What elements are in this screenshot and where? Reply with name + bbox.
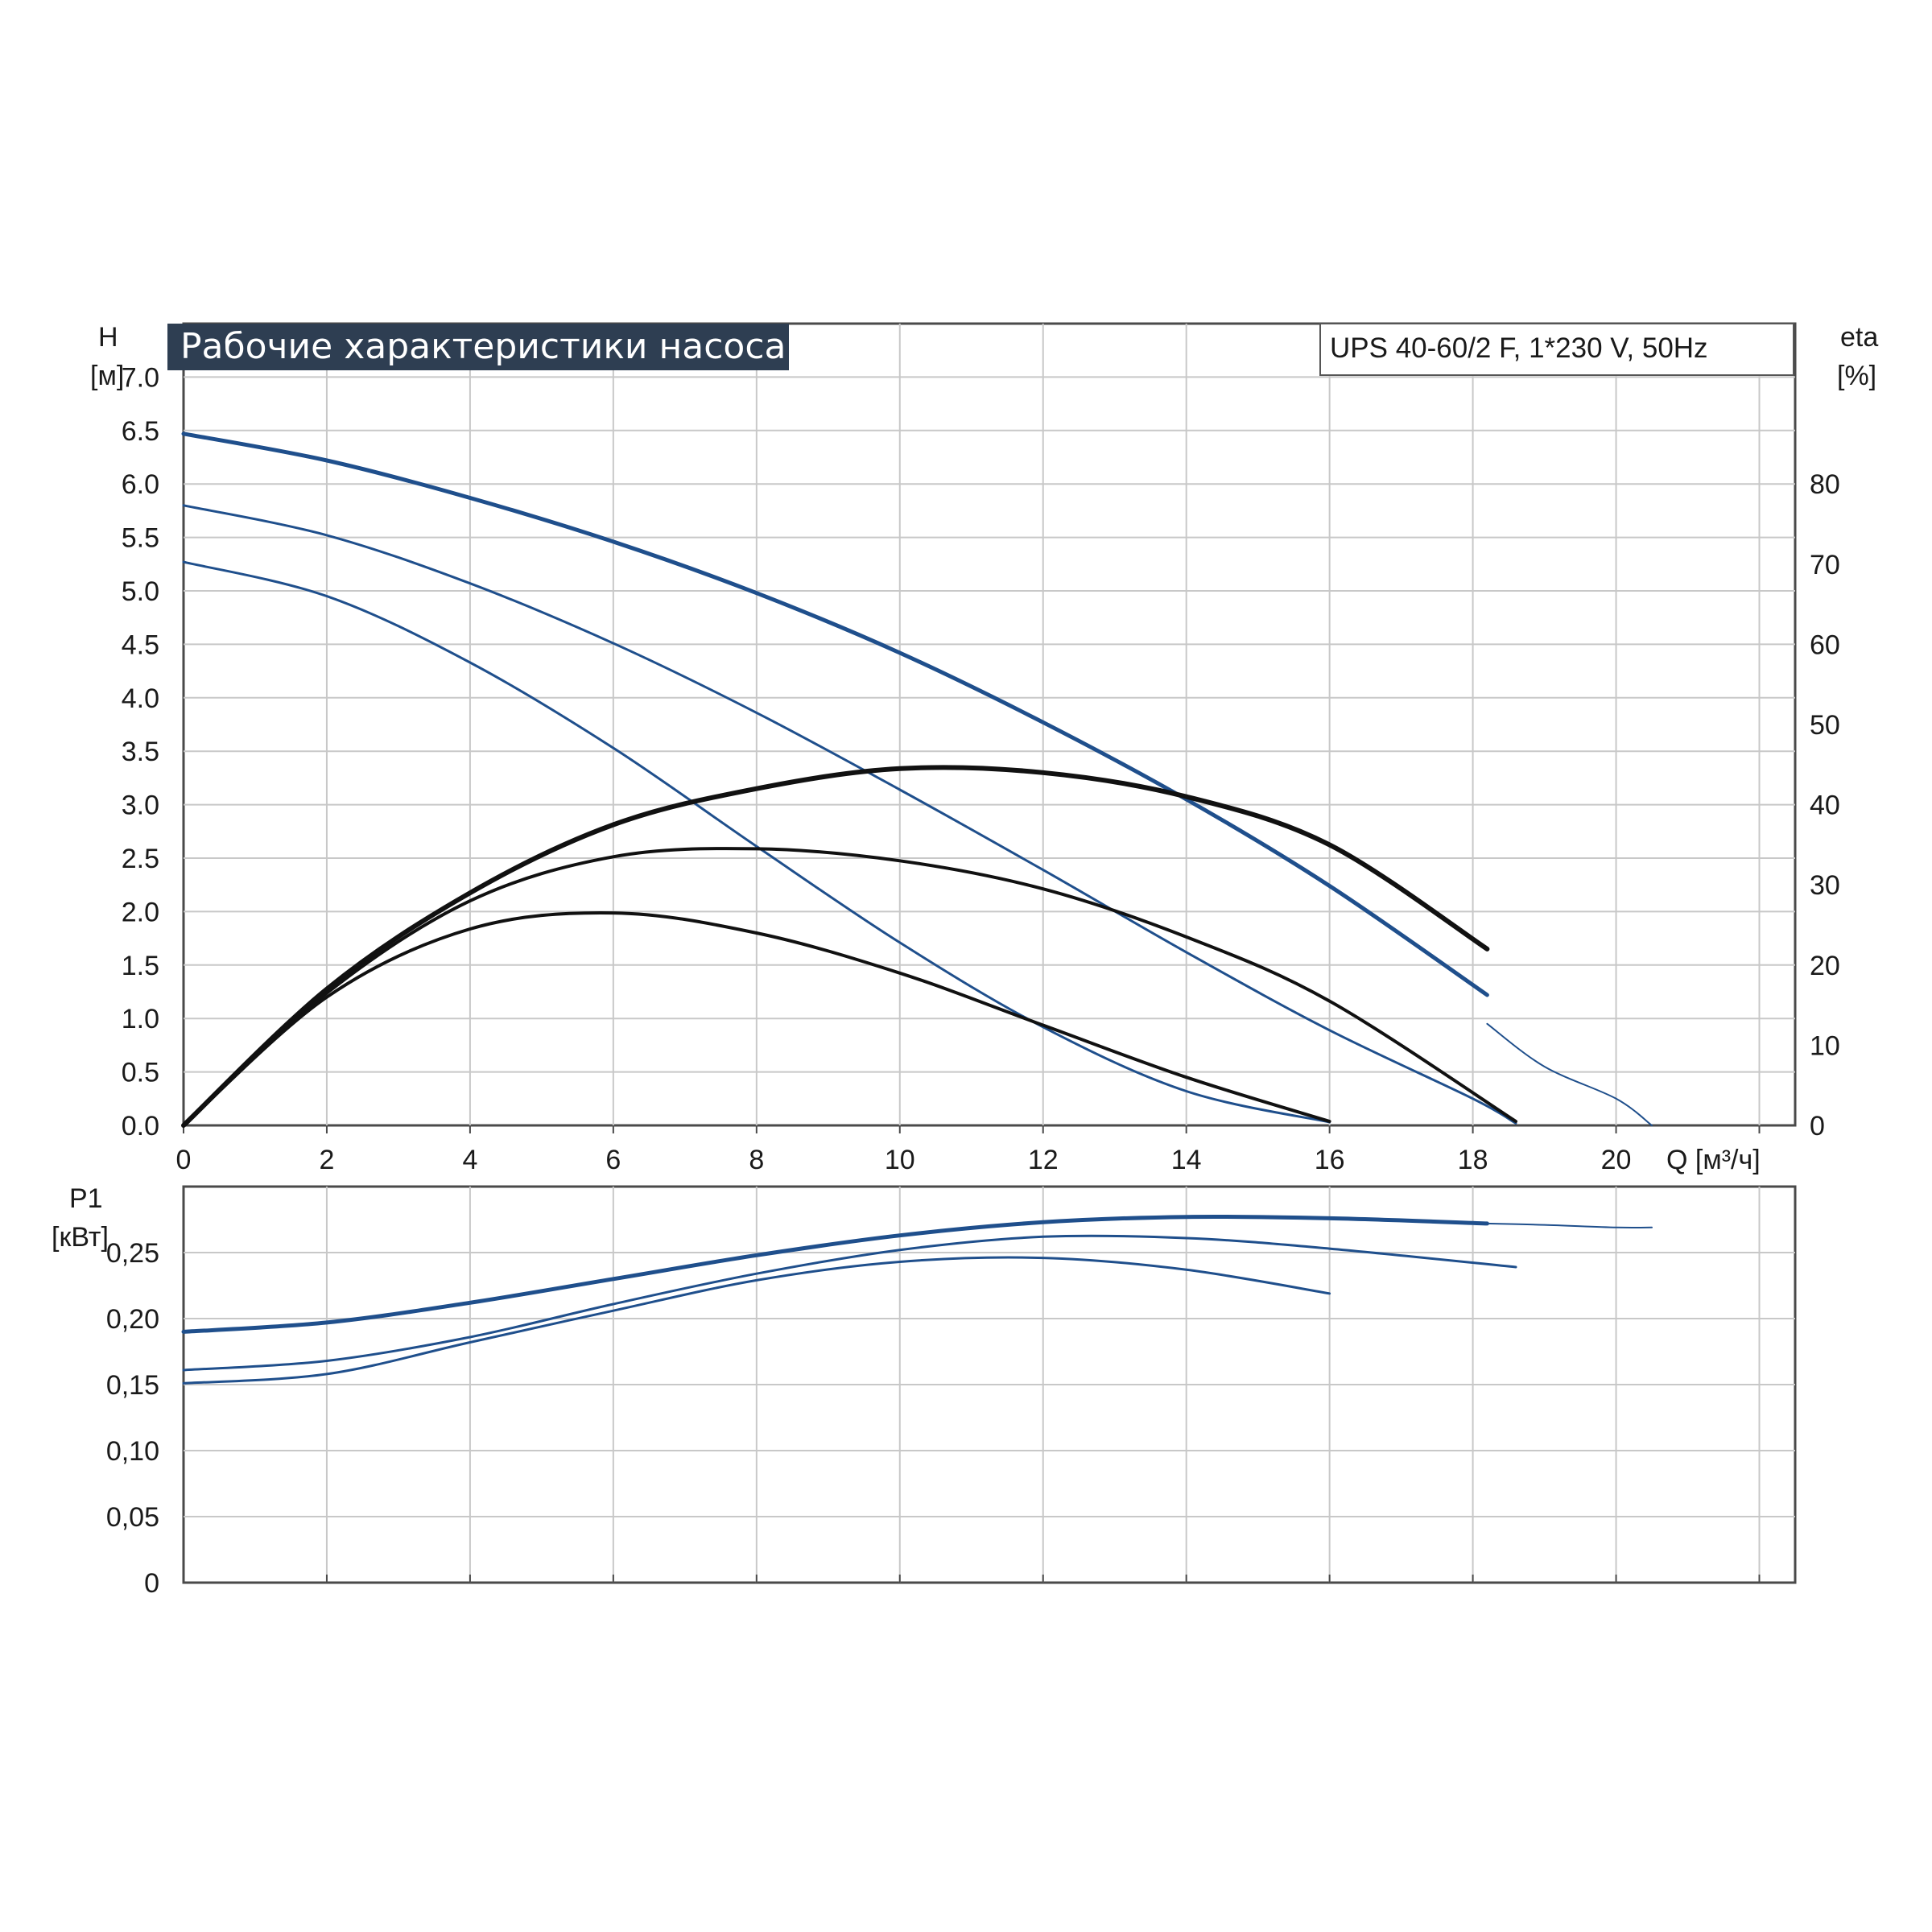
head-curve-extension-speed-3	[1486, 1022, 1653, 1126]
x-tick-label: 6	[605, 1145, 621, 1175]
y-tick-label: 2.0	[122, 897, 159, 927]
top-y2-tick-labels: 0 10 20 30 40 50 60 70 80	[1810, 469, 1840, 1141]
x-tick-label: 10	[885, 1145, 915, 1175]
head-curve-speed-3	[181, 431, 1489, 997]
x-tick-label: 14	[1171, 1145, 1202, 1175]
y-tick-label: 1.0	[122, 1004, 159, 1034]
y-tick-label: 5.0	[122, 576, 159, 607]
x-tick-label: 2	[319, 1145, 334, 1175]
y-tick-label: 2.5	[122, 844, 159, 874]
top-grid	[182, 322, 1797, 1133]
model-box	[1319, 323, 1794, 376]
power-axis-label: P1	[69, 1183, 103, 1214]
x-tick-label: 0	[176, 1145, 192, 1175]
y-tick-label: 3.0	[122, 791, 159, 821]
x-axis-label: Q [м³/ч]	[1666, 1145, 1761, 1175]
x-tick-label: 8	[749, 1145, 764, 1175]
bottom-y-tick-labels: 0 0,05 0,10 0,15 0,20 0,25	[106, 1238, 159, 1599]
y2-tick-label: 60	[1810, 630, 1840, 660]
bottom-grid	[182, 1185, 1797, 1584]
y-axis-unit: [м]	[90, 361, 124, 391]
head-curve-speed-2	[182, 504, 1517, 1125]
power-y-tick-label: 0,25	[106, 1238, 159, 1269]
y2-axis-label: eta	[1840, 322, 1878, 353]
y2-tick-label: 70	[1810, 550, 1840, 580]
power-curve-speed-2	[182, 1234, 1517, 1372]
bottom-curves	[181, 1214, 1653, 1385]
y2-axis-unit: [%]	[1837, 361, 1876, 391]
power-y-tick-label: 0	[144, 1568, 159, 1599]
y-tick-label: 3.5	[122, 737, 159, 767]
y-tick-label: 7.0	[122, 362, 159, 393]
y2-tick-label: 20	[1810, 951, 1840, 981]
power-curve-speed-1	[182, 1256, 1331, 1385]
x-tick-label: 18	[1458, 1145, 1488, 1175]
x-tick-label: 12	[1028, 1145, 1059, 1175]
top-curves	[181, 431, 1653, 1128]
y2-tick-label: 80	[1810, 469, 1840, 500]
x-tick-label: 20	[1601, 1145, 1632, 1175]
efficiency-curve-speed-2	[182, 847, 1517, 1127]
title-box	[167, 324, 789, 370]
y-tick-label: 6.5	[122, 416, 159, 447]
y-tick-label: 0.5	[122, 1058, 159, 1088]
power-y-tick-label: 0,20	[106, 1304, 159, 1335]
head-curve-speed-1	[182, 560, 1331, 1124]
efficiency-curve-speed-1	[182, 910, 1331, 1127]
y-tick-label: 4.5	[122, 630, 159, 660]
y-tick-label: 5.5	[122, 523, 159, 554]
y2-tick-label: 0	[1810, 1111, 1825, 1141]
y-tick-label: 6.0	[122, 469, 159, 500]
efficiency-curve-speed-3	[181, 765, 1490, 1128]
power-y-tick-label: 0,15	[106, 1370, 159, 1401]
y2-tick-label: 40	[1810, 791, 1840, 821]
top-x-tick-labels: 0 2 4 6 8 10 12 14 16 18 20	[176, 1145, 1632, 1175]
bottom-panel: 0 0,05 0,10 0,15 0,20 0,25 P1 [кВт]	[52, 1183, 1797, 1599]
x-tick-label: 16	[1315, 1145, 1345, 1175]
x-tick-label: 4	[462, 1145, 477, 1175]
y-axis-label: H	[98, 322, 118, 353]
model-label: UPS 40-60/2 F, 1*230 V, 50Hz	[1330, 332, 1708, 364]
power-y-tick-label: 0,05	[106, 1502, 159, 1533]
power-y-tick-label: 0,10	[106, 1436, 159, 1467]
top-plot-frame	[182, 322, 1797, 1127]
power-curve-speed-3	[1486, 1222, 1653, 1229]
y-tick-label: 0.0	[122, 1111, 159, 1141]
power-axis-unit: [кВт]	[52, 1222, 109, 1253]
y2-tick-label: 50	[1810, 710, 1840, 741]
top-y-tick-labels: 0.0 0.5 1.0 1.5 2.0 2.5 3.0 3.5 4.0 4.5 5.0 5.5 6.0 6…	[122, 362, 159, 1141]
y2-tick-label: 10	[1810, 1030, 1840, 1061]
y-tick-label: 1.5	[122, 951, 159, 981]
y-tick-label: 4.0	[122, 683, 159, 714]
chart-title: Рабочие характеристики насоса	[180, 326, 786, 367]
top-panel: 0 2 4 6 8 10 12 14 16 18 20 0.0 0.5 1.0 1.5 2.0 2.5 3.0 3…	[90, 322, 1878, 1175]
y2-tick-label: 30	[1810, 870, 1840, 901]
power-curve-speed-3	[181, 1214, 1489, 1334]
